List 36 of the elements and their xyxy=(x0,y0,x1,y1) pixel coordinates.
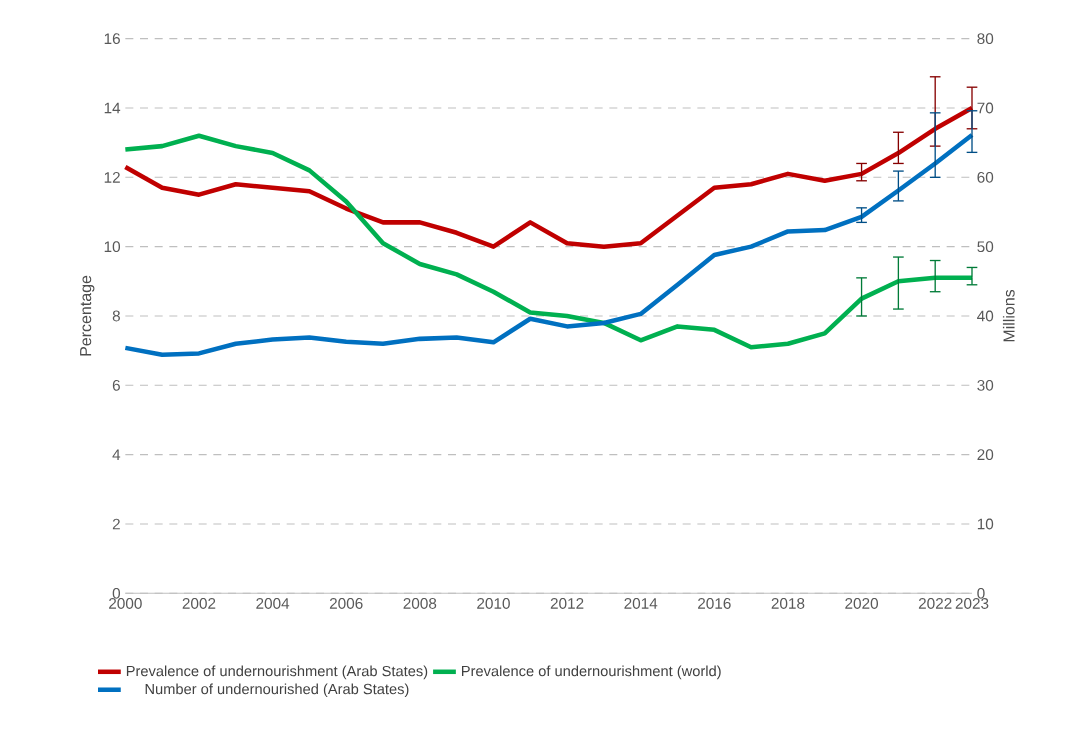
y2-tick-label: 60 xyxy=(977,171,994,183)
y2-tick-label: 20 xyxy=(977,449,994,461)
y2-axis-title: Millions xyxy=(1002,289,1015,342)
x-tick-label: 2020 xyxy=(845,598,879,609)
x-tick-label: 2010 xyxy=(477,598,510,609)
y-tick-label: 10 xyxy=(104,241,121,253)
x-tick-label: 2018 xyxy=(771,598,805,609)
x-tick-label: 2022 xyxy=(918,598,952,609)
legend-label: Prevalence of undernourishment (Arab States) xyxy=(126,665,428,680)
y2-tick-label: 40 xyxy=(977,310,994,322)
x-tick-label: 2023 xyxy=(955,598,989,609)
y-tick-label: 2 xyxy=(112,518,120,530)
y-tick-label: 8 xyxy=(112,310,120,322)
y2-tick-label: 50 xyxy=(977,241,994,253)
y-tick-label: 6 xyxy=(112,379,120,391)
x-tick-label: 2006 xyxy=(329,598,363,609)
x-tick-label: 2016 xyxy=(698,598,731,609)
legend-label: Prevalence of undernourishment (world) xyxy=(462,665,721,680)
y-tick-label: 0 xyxy=(112,587,121,599)
x-tick-label: 2014 xyxy=(624,598,658,609)
y-axis-title: Percentage xyxy=(80,275,95,356)
y-tick-label: 4 xyxy=(112,449,121,460)
y-tick-label: 14 xyxy=(104,102,121,114)
x-tick-label: 2004 xyxy=(256,598,290,609)
y2-tick-label: 70 xyxy=(977,102,994,114)
x-tick-label: 2012 xyxy=(550,598,584,609)
x-tick-label: 2002 xyxy=(182,598,216,609)
x-tick-label: 2008 xyxy=(403,598,437,609)
legend-label: Number of undernourished (Arab States) xyxy=(145,683,409,698)
y-tick-label: 16 xyxy=(104,33,120,45)
y-tick-label: 12 xyxy=(104,171,120,183)
y2-tick-label: 80 xyxy=(977,33,994,45)
x-tick-label: 2000 xyxy=(109,598,142,609)
y2-tick-label: 0 xyxy=(977,587,985,599)
y2-tick-label: 30 xyxy=(977,379,994,391)
y2-tick-label: 10 xyxy=(977,518,994,530)
